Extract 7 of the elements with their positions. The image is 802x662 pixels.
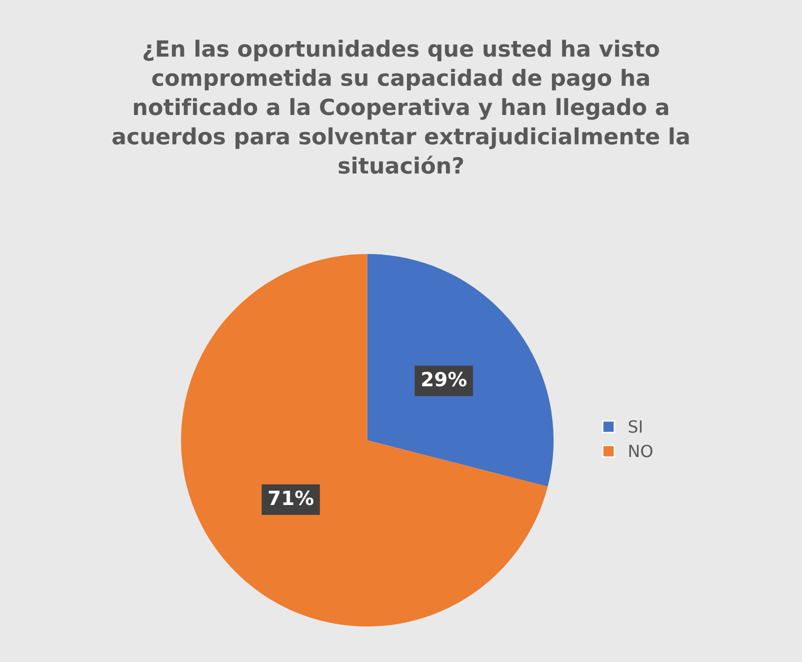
legend-label: NO	[629, 444, 652, 458]
chart-title: ¿En las oportunidades que usted ha visto comprometida su capacidad de pago ha notificado a la Cooperativa y han llegado a acuerdos para solventar extrajudicialmente la situación?	[112, 40, 689, 174]
legend-label: SI	[628, 420, 642, 433]
pie-slice	[367, 254, 554, 487]
data-label: 29%	[422, 372, 466, 387]
data-label: 71%	[268, 490, 314, 506]
pie-slice	[181, 254, 548, 626]
